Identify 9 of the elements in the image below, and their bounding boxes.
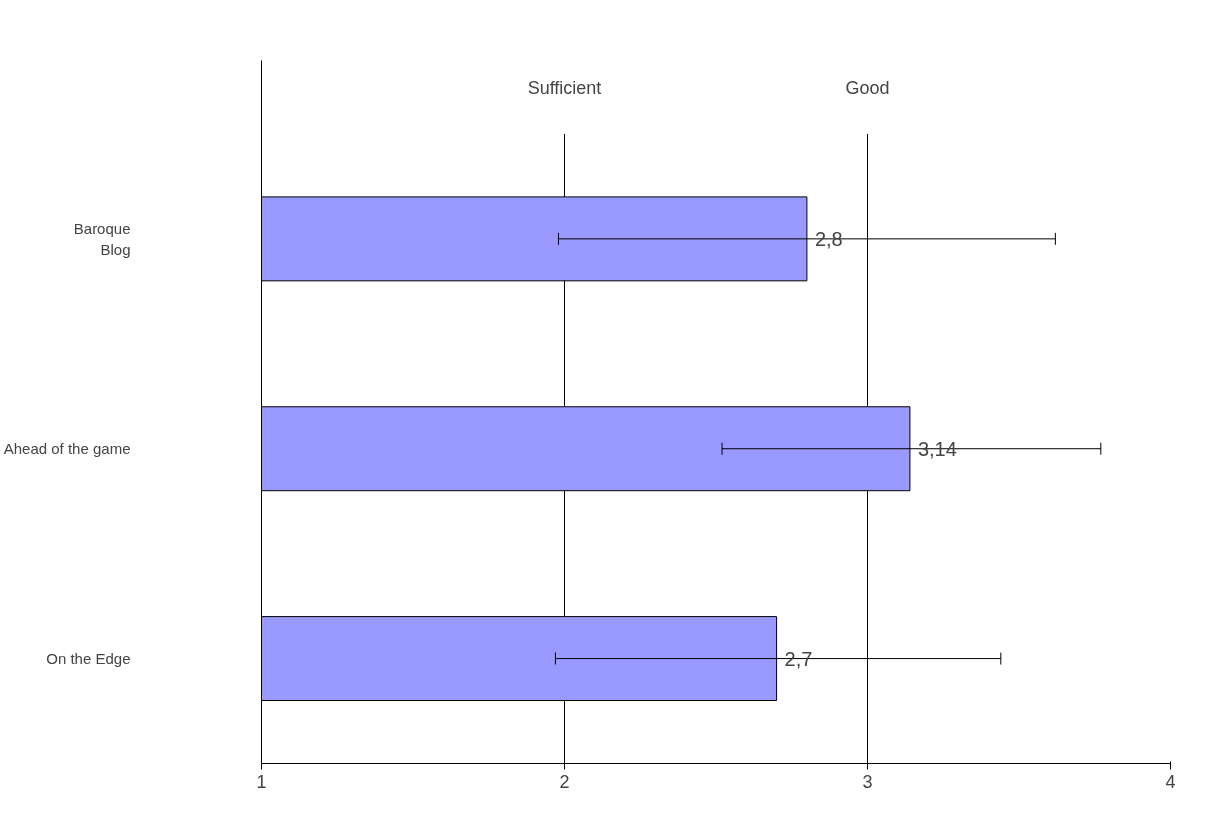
x-tick-label: 4 (1165, 771, 1176, 792)
ref-line-label: Good (845, 77, 890, 98)
y-tick-label: Baroque Blog (73, 220, 131, 258)
y-tick-label: On the Edge (46, 650, 131, 668)
x-tick-label: 2 (559, 771, 570, 792)
x-tick-label: 3 (862, 771, 873, 792)
ref-line-label: Sufficient (527, 77, 602, 98)
x-tick-label: 1 (256, 771, 267, 792)
y-tick-label: Ahead of the game (3, 440, 131, 458)
